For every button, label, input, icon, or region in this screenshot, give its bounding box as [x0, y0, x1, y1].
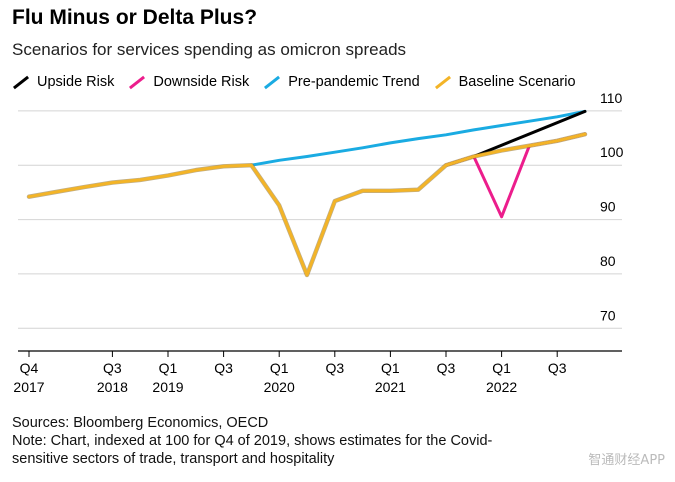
x-tick-label-7: Q3 [214, 360, 233, 376]
chart-note-line-1: Note: Chart, indexed at 100 for Q4 of 20… [12, 433, 493, 449]
legend-swatch-downside [129, 75, 146, 89]
legend-swatch-baseline [434, 75, 451, 89]
x-year-label-2018: 2018 [97, 379, 128, 395]
x-tick-label-17: Q1 [492, 360, 511, 376]
legend: Upside Risk Downside Risk Pre-pandemic T… [12, 74, 590, 90]
x-tick-label-3: Q3 [103, 360, 122, 376]
x-tick-label-15: Q3 [437, 360, 456, 376]
y-tick-label-70: 70 [600, 307, 616, 323]
x-tick-label-13: Q1 [381, 360, 400, 376]
watermark: 智通财经APP [588, 453, 665, 468]
x-year-label-2017: 2017 [13, 379, 44, 395]
chart-note-line-2: sensitive sectors of trade, transport an… [12, 451, 335, 467]
x-year-label-2021: 2021 [375, 379, 406, 395]
y-tick-label-100: 100 [600, 144, 624, 160]
x-year-label-2020: 2020 [264, 379, 295, 395]
legend-item-downside: Downside Risk [128, 74, 249, 90]
chart-footer: Sources: Bloomberg Economics, OECD Note:… [12, 414, 492, 468]
series-line-pre-pandemic-trend [249, 109, 587, 167]
sources-note: Sources: Bloomberg Economics, OECD [12, 415, 269, 431]
y-tick-label-110: 110 [600, 90, 623, 106]
legend-item-upside: Upside Risk [12, 74, 114, 90]
legend-label-downside: Downside Risk [153, 74, 250, 90]
x-tick-label-0: Q4 [20, 360, 39, 376]
legend-swatch-upside [12, 75, 30, 89]
x-tick-label-19: Q3 [548, 360, 567, 376]
y-tick-label-80: 80 [600, 253, 616, 269]
chart-title: Flu Minus or Delta Plus? [12, 6, 258, 29]
x-year-label-2019: 2019 [152, 379, 183, 395]
x-tick-label-5: Q1 [159, 360, 178, 376]
y-tick-label-90: 90 [600, 199, 616, 215]
line-chart: 70 80 90 100 110 Q4 2017 Q3 2018 Q1 2019 Q3 Q1 2020 Q3… [13, 90, 624, 395]
legend-label-upside: Upside Risk [37, 74, 115, 90]
legend-label-baseline: Baseline Scenario [458, 74, 576, 90]
legend-label-trend: Pre-pandemic Trend [288, 74, 420, 90]
legend-item-trend: Pre-pandemic Trend [263, 74, 420, 90]
x-tick-label-9: Q1 [270, 360, 289, 376]
chart-subtitle: Scenarios for services spending as omicr… [12, 40, 407, 59]
legend-swatch-trend [264, 75, 281, 89]
x-year-label-2022: 2022 [486, 379, 517, 395]
legend-item-baseline: Baseline Scenario [434, 74, 576, 90]
series-line-baseline-scenario [27, 132, 587, 277]
x-tick-label-11: Q3 [325, 360, 344, 376]
